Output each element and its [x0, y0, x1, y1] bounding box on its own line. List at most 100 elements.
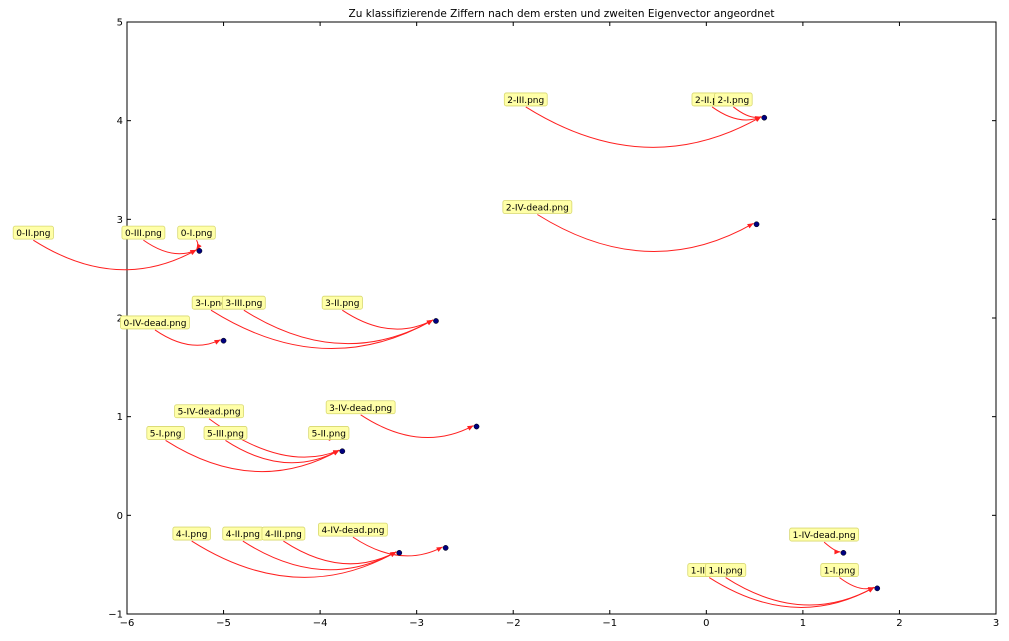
annotation-label: 3-II.png [321, 295, 363, 310]
annotation-label-text: 5-III.png [207, 429, 244, 439]
annotation-label-box [502, 200, 573, 214]
arrow-head [747, 223, 754, 229]
annotation-label-box [318, 522, 388, 537]
annotation-label-box [789, 527, 860, 542]
annotation-label: 1-I.png [820, 563, 859, 577]
annotation-arrow [210, 309, 434, 349]
annotation-label: 4-I.png [172, 526, 211, 541]
annotation-arrow [283, 540, 397, 565]
annotation-label-text: 2-IV-dead.png [506, 203, 569, 213]
annotation-label-box [203, 426, 248, 440]
annotation-label-box [714, 92, 753, 107]
annotation-arrow [33, 239, 197, 271]
annotation-label: 3-IV-dead.png [325, 400, 396, 415]
annotation-arrow [725, 577, 875, 606]
annotation-arrow [708, 577, 875, 608]
annotation-label-box [325, 400, 396, 415]
y-tick-label: 1 [117, 412, 123, 423]
data-point [473, 423, 480, 430]
x-tick-label: −1 [602, 618, 617, 629]
x-tick-label: −2 [506, 618, 521, 629]
arrow-head [436, 546, 443, 552]
annotation-label-box [120, 315, 190, 330]
annotation-label: 0-I.png [177, 225, 216, 240]
annotation-label-text: 1-II.png [709, 567, 743, 577]
arrow-head [834, 549, 841, 555]
annotation-label-text: 0-I.png [181, 229, 213, 239]
axis-ticks: −6 −5 −4 −3 −2 −1 0 1 2 3 −1 0 1 2 3 4 5 [108, 18, 999, 630]
annotation-arrow [143, 239, 197, 255]
annotation-label: 0-II.png [12, 225, 54, 240]
data-point [196, 248, 203, 254]
annotation-label-text: 4-III.png [265, 530, 302, 540]
data-point [396, 549, 403, 556]
arrow-head [214, 339, 221, 345]
annotation-label: 1-II.png [705, 563, 747, 577]
x-tick-label: 2 [896, 618, 902, 629]
x-tick-label: −3 [409, 618, 424, 629]
annotation-label-text: 4-II.png [226, 530, 260, 540]
arrow-head [467, 425, 474, 431]
annotation-label-text: 1-I.png [824, 567, 856, 577]
annotation-arrow [823, 541, 841, 553]
annotation-arrow [242, 540, 397, 571]
annotation-label-text: 5-II.png [312, 429, 346, 439]
annotation-label-box [705, 563, 747, 577]
annotation-label-box [172, 526, 211, 541]
annotation-label-box [146, 426, 185, 440]
annotation-label-box [12, 225, 54, 240]
annotation-label-box [121, 225, 166, 240]
annotation-label-text: 0-II.png [16, 229, 50, 239]
annotation-arrow [537, 214, 754, 252]
annotation-arrow [154, 329, 221, 346]
annotation-label: 4-III.png [261, 526, 306, 541]
annotation-arrow [360, 414, 474, 439]
data-points [196, 114, 881, 592]
y-tick-label: 4 [117, 116, 123, 127]
data-point [433, 318, 439, 324]
annotation-label: 5-IV-dead.png [174, 404, 244, 419]
data-point [753, 221, 760, 228]
annotation-label-box [261, 526, 306, 541]
y-tick-label: 5 [117, 18, 123, 29]
y-tick-label: 0 [117, 511, 123, 522]
data-point [339, 448, 346, 455]
annotation-arrow [839, 577, 875, 590]
annotation-arrow [225, 440, 340, 464]
x-tick-label: 3 [993, 618, 999, 629]
x-tick-label: −4 [313, 618, 328, 629]
annotation-label: 0-IV-dead.png [120, 315, 190, 330]
annotation-label-text: 0-IV-dead.png [124, 319, 187, 329]
annotation-label-box [177, 225, 216, 240]
arrow-head [426, 319, 433, 325]
x-tick-label: −6 [120, 618, 135, 629]
annotation-arrow [243, 309, 434, 345]
annotation-label: 4-II.png [222, 526, 264, 541]
annotation-label: 0-III.png [121, 225, 166, 240]
annotation-label: 5-I.png [146, 426, 185, 440]
annotation-label-box [321, 295, 363, 310]
annotation-arrows [33, 106, 875, 608]
annotation-label-text: 3-IV-dead.png [329, 404, 392, 414]
arrow-head [196, 243, 202, 250]
chart-title: Zu klassifizierende Ziffern nach dem ers… [349, 8, 775, 20]
annotation-label-box [503, 92, 548, 107]
annotation-arrow [342, 309, 434, 330]
annotation-arrow [733, 106, 762, 118]
annotation-label-box [221, 295, 266, 310]
annotation-label-text: 5-I.png [150, 429, 182, 439]
annotation-label-text: 0-III.png [125, 229, 162, 239]
y-tick-label: −1 [108, 610, 123, 621]
annotation-label: 4-IV-dead.png [318, 522, 388, 537]
annotation-label-text: 1-IV-dead.png [793, 531, 856, 541]
annotation-arrow [191, 540, 397, 578]
y-tick-label: 2 [117, 314, 123, 325]
annotation-label-box [308, 426, 350, 440]
annotation-label-text: 3-I.png [195, 299, 227, 309]
annotation-label: 2-IV-dead.png [502, 200, 573, 214]
annotation-label-text: 2-III.png [507, 96, 544, 106]
annotation-label-text: 3-III.png [225, 299, 262, 309]
